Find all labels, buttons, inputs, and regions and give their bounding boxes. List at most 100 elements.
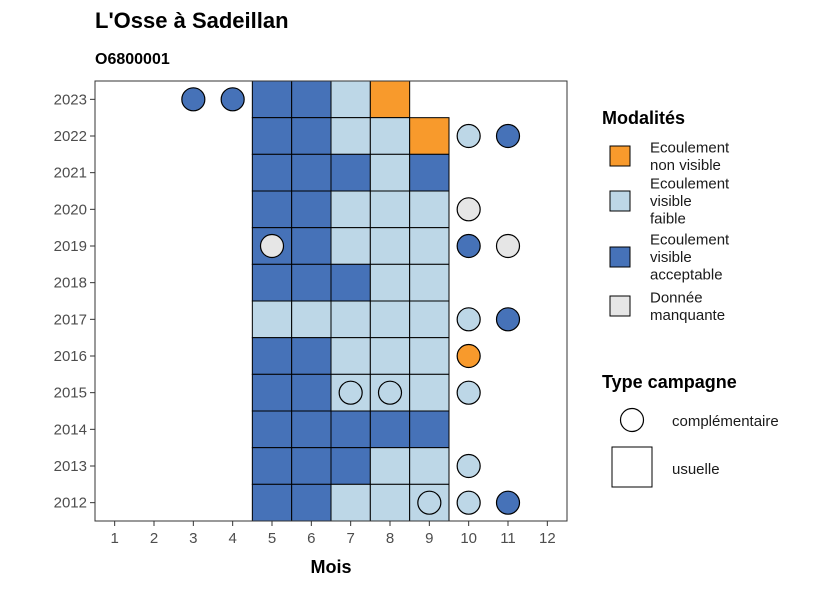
tile-2020-5 xyxy=(251,190,293,229)
tile-2018-9 xyxy=(409,263,450,302)
legend-label-donnee_manquante: Donnée xyxy=(650,289,703,306)
x-tick-label: 9 xyxy=(425,530,433,547)
tile-2020-6 xyxy=(291,190,332,229)
y-axis: 2012 2013 2014 2015 2016 2017 2018 2019 2020 2021… xyxy=(54,91,95,512)
circles-layer xyxy=(181,87,521,515)
tile-2019-7 xyxy=(330,227,371,265)
x-tick-label: 8 xyxy=(386,530,394,547)
tile-2016-5 xyxy=(251,337,293,375)
y-tick-label: 2018 xyxy=(54,275,87,292)
tile-2014-5 xyxy=(251,410,293,449)
point-2016-10 xyxy=(456,343,481,369)
chart-subtitle: O6800001 xyxy=(95,51,170,68)
tile-2020-7 xyxy=(330,190,371,229)
point-2023-4 xyxy=(220,87,245,112)
tile-2018-6 xyxy=(291,263,332,302)
point-2015-10 xyxy=(456,380,481,405)
tile-2017-9 xyxy=(409,300,450,339)
legend-label-ecoulement_visible_faible: faible xyxy=(650,211,686,228)
y-tick-label: 2015 xyxy=(54,385,87,402)
point-2022-11 xyxy=(495,123,521,149)
tile-2017-5 xyxy=(251,300,293,339)
tile-2016-8 xyxy=(369,337,411,375)
tile-2014-9 xyxy=(409,410,450,449)
tile-2013-8 xyxy=(369,447,411,485)
y-tick-label: 2020 xyxy=(54,201,87,218)
tile-2015-6 xyxy=(291,373,332,412)
x-tick-label: 4 xyxy=(228,530,236,547)
legend-label-usuelle: usuelle xyxy=(672,461,720,478)
point-2013-10 xyxy=(456,453,481,479)
legend-label-donnee_manquante: manquante xyxy=(650,307,725,324)
x-tick-label: 6 xyxy=(307,530,315,547)
legend-key-complementaire xyxy=(619,407,645,433)
point-2019-5 xyxy=(259,233,285,259)
tile-2017-8 xyxy=(369,300,411,339)
tile-2018-7 xyxy=(330,263,371,302)
point-2019-11 xyxy=(495,233,521,259)
legend-label-ecoulement_visible_faible: visible xyxy=(650,193,692,210)
legend-type-campagne: Type campagne complémentaire usuelle xyxy=(602,372,779,488)
legend-label-ecoulement_visible_acceptable: visible xyxy=(650,249,692,266)
chart-title: L'Osse à Sadeillan xyxy=(95,8,289,33)
y-tick-label: 2022 xyxy=(54,128,87,145)
legend-campagne-title: Type campagne xyxy=(602,372,737,392)
x-tick-label: 1 xyxy=(110,530,118,547)
tile-2019-6 xyxy=(291,227,332,265)
tile-2014-6 xyxy=(291,410,332,449)
point-2015-7 xyxy=(338,380,363,405)
tile-2022-5 xyxy=(251,117,293,155)
legend-key-usuelle xyxy=(611,446,653,488)
plot-border xyxy=(94,80,568,522)
legend-label-ecoulement_non_visible: non visible xyxy=(650,157,721,174)
point-2017-11 xyxy=(495,307,521,332)
tiles-layer xyxy=(251,80,450,522)
tile-2022-6 xyxy=(291,117,332,155)
legend-label-ecoulement_visible_acceptable: acceptable xyxy=(650,267,723,284)
tile-2023-5 xyxy=(251,80,293,119)
y-tick-label: 2016 xyxy=(54,348,87,365)
x-tick-label: 2 xyxy=(150,530,158,547)
y-tick-label: 2012 xyxy=(54,495,87,512)
point-2020-10 xyxy=(456,197,481,222)
tile-2016-6 xyxy=(291,337,332,375)
legend-key-donnee_manquante xyxy=(609,295,631,317)
tile-2012-7 xyxy=(330,483,371,522)
tile-2021-8 xyxy=(369,153,411,192)
tile-2019-9 xyxy=(409,227,450,265)
tile-2023-8 xyxy=(369,80,411,119)
point-2023-3 xyxy=(181,87,206,112)
tile-2018-5 xyxy=(251,263,293,302)
tile-2023-6 xyxy=(291,80,332,119)
x-axis-title: Mois xyxy=(310,557,351,577)
x-tick-label: 11 xyxy=(500,530,516,547)
tile-2020-9 xyxy=(409,190,450,229)
x-tick-label: 7 xyxy=(346,530,354,547)
y-tick-label: 2017 xyxy=(54,311,87,328)
tile-2013-6 xyxy=(291,447,332,485)
tile-2012-6 xyxy=(291,483,332,522)
tile-2016-7 xyxy=(330,337,371,375)
tile-2016-9 xyxy=(409,337,450,375)
point-2022-10 xyxy=(456,123,481,149)
y-tick-label: 2019 xyxy=(54,238,87,255)
point-2015-8 xyxy=(377,380,403,405)
tile-2021-9 xyxy=(409,153,450,192)
tile-2012-8 xyxy=(369,483,411,522)
tile-2021-7 xyxy=(330,153,371,192)
legend-label-complementaire: complémentaire xyxy=(672,413,779,430)
tile-2014-7 xyxy=(330,410,371,449)
tile-2021-5 xyxy=(251,153,293,192)
x-axis: 1 2 3 4 5 6 7 8 9 10 11 12 xyxy=(110,521,556,547)
tile-2022-7 xyxy=(330,117,371,155)
tile-2017-6 xyxy=(291,300,332,339)
y-tick-label: 2021 xyxy=(54,165,87,182)
tile-2020-8 xyxy=(369,190,411,229)
tile-2013-7 xyxy=(330,447,371,485)
point-2012-10 xyxy=(456,490,481,515)
tile-2018-8 xyxy=(369,263,411,302)
legend-key-ecoulement_non_visible xyxy=(609,145,631,167)
legend-label-ecoulement_non_visible: Ecoulement xyxy=(650,139,730,156)
